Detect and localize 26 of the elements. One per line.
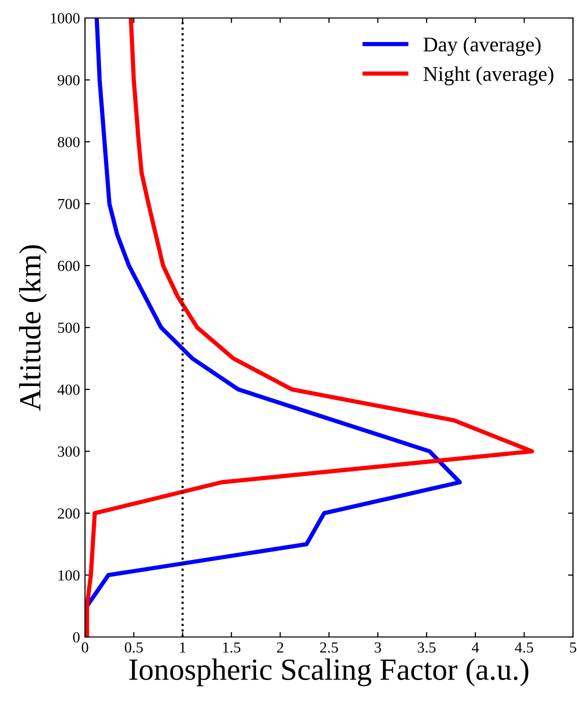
x-tick-label: 2: [277, 642, 284, 652]
x-tick-label: 3: [374, 642, 382, 653]
x-tick-label: 4: [472, 642, 479, 652]
y-axis-title: Altitude (km): [19, 245, 47, 411]
y-tick-label: 400: [58, 384, 80, 395]
y-tick-label: 300: [58, 446, 80, 457]
x-tick-label: 0.5: [124, 642, 143, 653]
y-tick-label: 700: [58, 198, 80, 210]
y-tick-label: 100: [58, 570, 80, 581]
y-tick-label: 200: [58, 508, 80, 519]
y-tick-label: 1000: [50, 13, 80, 24]
x-tick-label: 5: [570, 642, 576, 653]
y-tick-label: 0: [73, 632, 80, 642]
x-axis-title: Ionospheric Scaling Factor (a.u.): [129, 658, 528, 686]
legend-label: Day (average): [424, 36, 541, 56]
y-tick-label: 500: [58, 322, 80, 333]
x-tick-label: 1: [180, 642, 186, 652]
x-tick-label: 3.5: [418, 642, 436, 653]
x-tick-label: 0: [82, 642, 88, 653]
y-tick-label: 800: [58, 136, 80, 148]
legend-label: Night (average): [424, 66, 554, 86]
x-tick-label: 4.5: [514, 642, 534, 653]
y-tick-label: 900: [58, 75, 80, 86]
x-tick-label: 1.5: [223, 642, 240, 653]
x-tick-label: 2.5: [320, 642, 338, 653]
y-tick-label: 600: [58, 260, 80, 272]
